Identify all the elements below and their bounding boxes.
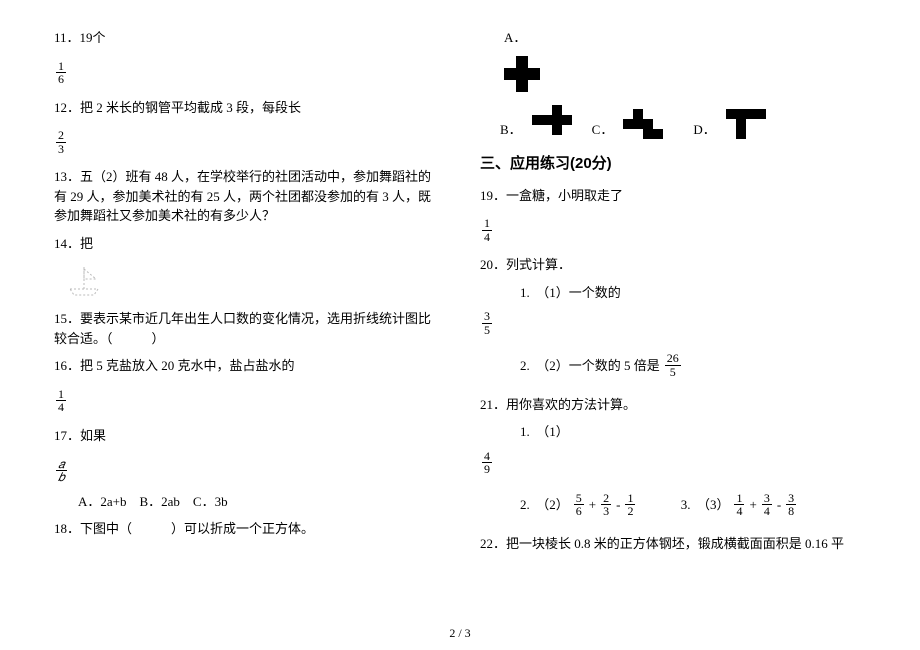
opt-a-label: A． xyxy=(480,28,866,48)
q20-l2: 2. （2）一个数的 5 倍是 265 xyxy=(480,348,683,382)
q21-e3-bn: 3 xyxy=(762,492,772,506)
page: 11．19个 16 12．把 2 米长的钢管平均截成 3 段，每段长 23 13… xyxy=(0,0,920,620)
net-c xyxy=(623,109,683,139)
q16-frac: 14 xyxy=(54,384,440,418)
q21-lf: 49 xyxy=(480,446,866,480)
q21-e2-ad: 6 xyxy=(574,505,584,518)
q19-num: 1 xyxy=(482,217,492,231)
q20-f1: 35 xyxy=(480,306,866,340)
q19-frac: 14 xyxy=(480,213,866,247)
q21-e2-cn: 1 xyxy=(625,492,635,506)
q16-label: 16．把 5 克盐放入 20 克水中，盐占盐水的 xyxy=(54,356,440,376)
q17-label: 17．如果 xyxy=(54,426,440,446)
right-column: A． B． C． D． 三、应用练习(20分) 19．一盒糖，小明取走了 14 xyxy=(460,20,880,620)
opt-b-label: B． xyxy=(500,120,522,140)
q21-e3-an: 1 xyxy=(734,492,744,506)
q21-l3: 3. （3） 14 + 34 - 38 xyxy=(641,488,798,522)
q22-label: 22．把一块棱长 0.8 米的正方体钢坯，锻成横截面面积是 0.16 平 xyxy=(480,534,866,554)
q17-options: A．2a+b B．2ab C．3b xyxy=(54,492,440,512)
q11-den: 6 xyxy=(56,73,66,86)
net-a xyxy=(504,56,866,98)
q12-label: 12．把 2 米长的钢管平均截成 3 段，每段长 xyxy=(54,98,440,118)
q21-e3-cd: 8 xyxy=(786,505,796,518)
q21-e3-op2: - xyxy=(777,495,781,515)
q20-l2-prefix: 2. （2）一个数的 5 倍是 xyxy=(520,356,660,376)
boat-figure xyxy=(64,261,104,301)
q20-label: 20．列式计算． xyxy=(480,255,866,275)
q12-frac: 23 xyxy=(54,125,440,159)
q20-l1: 1. （1）一个数的 xyxy=(480,283,866,303)
q11-frac: 16 xyxy=(54,56,440,90)
opt-d-label: D． xyxy=(693,120,715,140)
q19-label: 19．一盒糖，小明取走了 xyxy=(480,186,866,206)
q20-f1d: 5 xyxy=(482,324,492,337)
page-footer: 2 / 3 xyxy=(0,624,920,642)
q21-e2-op1: + xyxy=(589,495,596,515)
q21-e2-bn: 2 xyxy=(601,492,611,506)
opt-c-label: C． xyxy=(592,120,614,140)
q21-e3-ad: 4 xyxy=(734,505,744,518)
net-d xyxy=(726,109,766,139)
q21-l2-prefix: 2. （2） xyxy=(520,495,569,515)
q17-frac: 𝑎𝑏 xyxy=(54,454,440,488)
q21-e3-op1: + xyxy=(749,495,756,515)
q15-label: 15．要表示某市近几年出生人口数的变化情况，选用折线统计图比较合适。（ ） xyxy=(54,309,440,348)
q21-label: 21．用你喜欢的方法计算。 xyxy=(480,395,866,415)
section-3-title: 三、应用练习(20分) xyxy=(480,153,866,176)
q21-e2-bd: 3 xyxy=(601,505,611,518)
q20-f2n: 26 xyxy=(665,352,681,366)
q17-num: 𝑎 xyxy=(56,458,67,472)
q20-f2d: 5 xyxy=(665,366,681,379)
q21-e2-op2: - xyxy=(616,495,620,515)
q13-label: 13．五（2）班有 48 人，在学校举行的社团活动中，参加舞蹈社的有 29 人，… xyxy=(54,167,440,226)
net-row: B． C． D． xyxy=(500,103,866,139)
q21-e3-cn: 3 xyxy=(786,492,796,506)
q21-e2-cd: 2 xyxy=(625,505,635,518)
q21-l3-prefix: 3. （3） xyxy=(681,495,730,515)
left-column: 11．19个 16 12．把 2 米长的钢管平均截成 3 段，每段长 23 13… xyxy=(40,20,460,620)
q17-den: 𝑏 xyxy=(56,471,67,484)
q21-lfd: 9 xyxy=(482,463,492,476)
q16-num: 1 xyxy=(56,388,66,402)
q11-num: 1 xyxy=(56,60,66,74)
q21-e3-bd: 4 xyxy=(762,505,772,518)
q21-l2: 2. （2） 56 + 23 - 12 xyxy=(480,488,637,522)
q16-den: 4 xyxy=(56,401,66,414)
q14-label: 14．把 xyxy=(54,234,440,254)
net-b xyxy=(532,103,582,139)
q20-f1n: 3 xyxy=(482,310,492,324)
q12-den: 3 xyxy=(56,143,66,156)
q21-e2-an: 5 xyxy=(574,492,584,506)
q19-den: 4 xyxy=(482,231,492,244)
q21-lfn: 4 xyxy=(482,450,492,464)
q12-num: 2 xyxy=(56,129,66,143)
q18-label: 18．下图中（ ）可以折成一个正方体。 xyxy=(54,519,440,539)
q21-l1: 1. （1） xyxy=(480,422,866,442)
q11-label: 11．19个 xyxy=(54,28,440,48)
